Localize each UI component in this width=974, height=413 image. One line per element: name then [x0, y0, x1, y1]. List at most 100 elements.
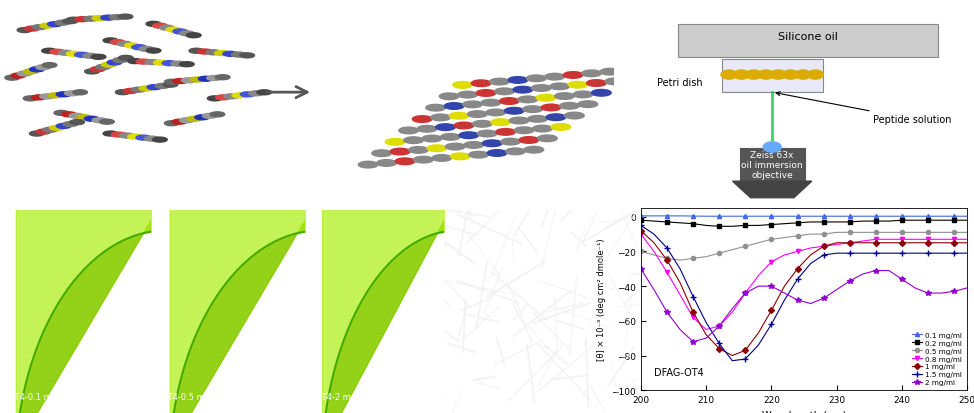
FancyBboxPatch shape — [679, 25, 938, 58]
1.5 mg/ml — [727, 358, 738, 363]
1 mg/ml — [857, 241, 869, 246]
0.8 mg/ml — [843, 241, 855, 246]
Circle shape — [495, 89, 514, 95]
Circle shape — [412, 116, 432, 123]
Circle shape — [119, 56, 133, 61]
Circle shape — [77, 116, 92, 121]
Circle shape — [172, 120, 187, 125]
Circle shape — [61, 113, 76, 118]
Text: Silicone oil: Silicone oil — [778, 32, 839, 42]
Circle shape — [476, 90, 496, 97]
Circle shape — [538, 135, 557, 142]
Circle shape — [795, 71, 811, 80]
Circle shape — [391, 149, 410, 156]
Circle shape — [605, 79, 624, 85]
Circle shape — [101, 63, 116, 68]
Circle shape — [32, 26, 47, 31]
Circle shape — [586, 81, 606, 87]
Circle shape — [591, 90, 611, 97]
Circle shape — [170, 62, 185, 67]
Circle shape — [69, 114, 84, 119]
0.1 mg/ml — [922, 214, 934, 219]
0.1 mg/ml — [792, 214, 804, 219]
Circle shape — [11, 74, 26, 79]
Line: 0.2 mg/ml: 0.2 mg/ml — [639, 218, 969, 229]
0.1 mg/ml — [961, 214, 973, 219]
Circle shape — [42, 49, 56, 54]
1.5 mg/ml — [896, 251, 908, 256]
Circle shape — [506, 149, 525, 155]
Circle shape — [215, 76, 230, 81]
0.2 mg/ml — [700, 223, 712, 228]
Circle shape — [505, 108, 524, 115]
Circle shape — [746, 71, 762, 80]
Circle shape — [435, 125, 455, 131]
0.2 mg/ml — [818, 220, 830, 225]
0.8 mg/ml — [713, 324, 725, 329]
0.5 mg/ml — [961, 230, 973, 235]
Circle shape — [482, 140, 502, 147]
2 mg/ml — [831, 287, 843, 292]
1.5 mg/ml — [739, 357, 751, 362]
Line: 1 mg/ml: 1 mg/ml — [639, 229, 969, 358]
0.8 mg/ml — [635, 232, 647, 237]
0.8 mg/ml — [661, 270, 673, 275]
0.5 mg/ml — [909, 230, 920, 235]
Circle shape — [124, 89, 138, 94]
Circle shape — [427, 145, 447, 152]
1.5 mg/ml — [661, 246, 673, 251]
0.1 mg/ml — [805, 214, 816, 219]
0.1 mg/ml — [949, 214, 960, 219]
0.5 mg/ml — [896, 230, 908, 235]
0.5 mg/ml — [700, 254, 712, 259]
Circle shape — [103, 132, 118, 137]
0.1 mg/ml — [883, 214, 895, 219]
2 mg/ml — [935, 291, 947, 296]
1 mg/ml — [896, 241, 908, 246]
Circle shape — [118, 42, 132, 47]
1 mg/ml — [661, 258, 673, 263]
Circle shape — [414, 157, 433, 164]
Circle shape — [189, 49, 204, 54]
2 mg/ml — [766, 284, 777, 289]
0.1 mg/ml — [753, 214, 765, 219]
Circle shape — [528, 116, 547, 123]
Text: OT4-0.5 mg/mL: OT4-0.5 mg/mL — [162, 392, 226, 401]
Circle shape — [565, 113, 584, 120]
Circle shape — [450, 154, 470, 160]
0.5 mg/ml — [857, 230, 869, 235]
Circle shape — [555, 93, 575, 100]
Circle shape — [66, 52, 81, 57]
Circle shape — [128, 135, 142, 140]
0.1 mg/ml — [843, 214, 855, 219]
0.2 mg/ml — [883, 219, 895, 224]
Circle shape — [18, 72, 32, 77]
0.1 mg/ml — [831, 214, 843, 219]
1.5 mg/ml — [883, 251, 895, 256]
2 mg/ml — [961, 286, 973, 291]
Circle shape — [110, 40, 125, 45]
Circle shape — [764, 142, 781, 153]
0.8 mg/ml — [700, 327, 712, 332]
0.8 mg/ml — [935, 237, 947, 242]
Circle shape — [523, 107, 543, 113]
0.5 mg/ml — [753, 241, 765, 246]
Circle shape — [210, 113, 225, 118]
Circle shape — [449, 113, 468, 120]
Circle shape — [103, 39, 118, 44]
Circle shape — [66, 18, 81, 23]
Circle shape — [165, 121, 179, 126]
1.5 mg/ml — [674, 267, 686, 272]
Legend: 0.1 mg/ml, 0.2 mg/ml, 0.5 mg/ml, 0.8 mg/ml, 1 mg/ml, 1.5 mg/ml, 2 mg/ml: 0.1 mg/ml, 0.2 mg/ml, 0.5 mg/ml, 0.8 mg/… — [910, 331, 963, 387]
Circle shape — [96, 65, 111, 70]
0.1 mg/ml — [713, 214, 725, 219]
1.5 mg/ml — [922, 251, 934, 256]
Text: OT4-2 mg/mL: OT4-2 mg/mL — [315, 392, 371, 401]
Text: Petri dish: Petri dish — [656, 78, 702, 88]
Circle shape — [50, 50, 64, 55]
Circle shape — [468, 112, 487, 118]
2 mg/ml — [739, 291, 751, 296]
Line: 1.5 mg/ml: 1.5 mg/ml — [637, 223, 971, 364]
Circle shape — [56, 21, 70, 26]
Circle shape — [733, 71, 749, 80]
